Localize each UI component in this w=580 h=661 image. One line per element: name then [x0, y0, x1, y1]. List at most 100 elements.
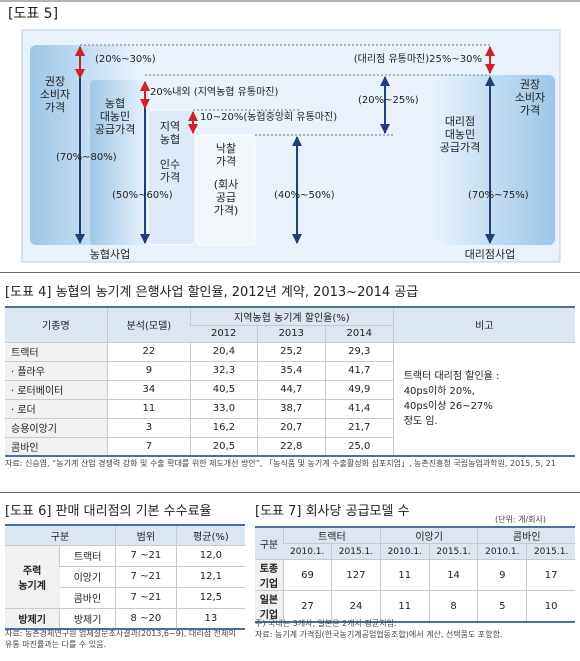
row-label-line: 토종 — [259, 564, 279, 575]
box-label: 권장 — [45, 75, 65, 88]
group-label-line: 농기계 — [18, 580, 46, 592]
box-label: 가격 — [520, 104, 540, 117]
header-cell: 지역농협 농기계 할인율(%) — [190, 307, 394, 326]
cell: 17 — [526, 559, 575, 591]
remark-line: 40ps이하 20%, — [403, 385, 475, 397]
cell: 32,3 — [190, 361, 258, 381]
cell: 11 — [379, 559, 430, 591]
table4-title: [도표 4] 농협의 농기계 은행사업 할인율, 2012년 계약, 2013~… — [5, 285, 419, 300]
box-label: 소비자 — [40, 88, 70, 101]
table7: 구분 트랙터 이앙기 콤바인 2010.1. 2015.1. 2010.1. 2015.1.… — [255, 526, 575, 623]
cell: 방제기 — [59, 608, 116, 630]
cell: 25,0 — [324, 437, 394, 457]
remark-line: 트랙터 대리점 할인율 : — [403, 370, 500, 382]
annotation: (대리점 유통마진)25%~30% — [354, 53, 482, 65]
header-cell: 2013 — [256, 325, 326, 343]
cell: 35,4 — [256, 361, 326, 381]
cell: 7 ~21 — [114, 587, 177, 609]
table4: 기종명 분석(모델) 지역농협 농기계 할인율(%) 비고 2012 2013 20… — [5, 306, 575, 457]
cell: 트랙터 — [59, 545, 116, 567]
box-label: 인수 — [160, 158, 180, 171]
remark: 트랙터 대리점 할인율 : 40ps이하 20%, 40ps이상 26~27% 정도 … — [392, 342, 575, 457]
cell: 20,5 — [190, 437, 258, 457]
cell: 20,4 — [190, 342, 258, 362]
cell: 21,7 — [324, 418, 394, 438]
cell: 41,4 — [324, 399, 394, 419]
cell: 12,1 — [175, 566, 245, 588]
section-label: 대리점사업 — [465, 248, 516, 261]
cell: 127 — [331, 559, 381, 591]
box-label: 소비자 — [515, 91, 545, 104]
table6-title: [도표 6] 판매 대리점의 기본 수수료율 — [5, 504, 212, 519]
remark-line: 정도 임. — [403, 415, 438, 427]
row-label: · 로더 — [5, 399, 108, 419]
cell: 콤바인 — [59, 587, 116, 609]
box-label: 지역 — [160, 120, 180, 133]
table4-source: 자료: 신승엽, “농기계 산업 경쟁력 강화 및 수출 확대를 위한 제도개선… — [5, 459, 556, 468]
box-label: 대리점 — [445, 115, 475, 128]
table-row: 이앙기 7 ~21 12,1 — [5, 566, 245, 588]
figure5-title: [도표 5] — [8, 6, 58, 22]
note-line: 주) 국내는 3개사, 일본은 2개사 평균치임. — [255, 619, 397, 628]
cell: 20,7 — [256, 418, 326, 438]
box-label: 권장 — [520, 78, 540, 91]
cell: 33,0 — [190, 399, 258, 419]
row-label: 승용이앙기 — [5, 418, 108, 438]
annotation: (70%~75%) — [468, 190, 529, 201]
annotation: 20%내외 (지역농협 유통마진) — [150, 85, 278, 98]
group-label: 방제기 — [5, 608, 60, 630]
divider — [0, 492, 580, 493]
header-cell: 이앙기 — [379, 527, 478, 544]
cell: 34 — [106, 380, 191, 400]
table-row: 주력 농기계 트랙터 7 ~21 12,0 — [5, 545, 245, 609]
row-label: 콤바인 — [5, 437, 108, 457]
header-cell: 2015.1. — [526, 543, 575, 560]
box-label: 대농민 — [445, 128, 475, 141]
cell: 25,2 — [256, 342, 326, 362]
header-cell: 기종명 — [5, 307, 108, 343]
header-cell: 평균(%) — [175, 525, 245, 546]
cell: 44,7 — [256, 380, 326, 400]
cell: 69 — [282, 559, 332, 591]
box-label: 낙찰 — [216, 142, 236, 155]
cell: 9 — [106, 361, 191, 381]
table7-notes: 주) 국내는 3개사, 일본은 2개사 평균치임. 자료: 농기계 가격집(한국농… — [255, 618, 575, 640]
table-row: · 로터베이터 34 40,5 44,7 49,9 — [5, 380, 575, 400]
table-row: 승용이앙기 3 16,2 20,7 21,7 — [5, 418, 575, 438]
header-cell: 2010.1. — [379, 543, 430, 560]
header-cell: 2010.1. — [477, 543, 527, 560]
table7-unit: (단위: 개/회사) — [495, 515, 546, 524]
row-label: 트랙터 — [5, 342, 108, 362]
group-label-line: 방제기 — [18, 614, 46, 626]
table-row: · 로더 11 33,0 38,7 41,4 — [5, 399, 575, 419]
cell: 24 — [331, 590, 381, 623]
cell: 3 — [106, 418, 191, 438]
row-label-line: 기업 — [259, 579, 279, 590]
cell: 27 — [282, 590, 332, 623]
box — [196, 134, 256, 246]
annotation: (40%~50%) — [274, 190, 335, 201]
cell: 11 — [106, 399, 191, 419]
table7-title: [도표 7] 회사당 공급모델 수 — [255, 504, 410, 519]
divider — [0, 272, 580, 273]
box-label: (회사 — [214, 178, 239, 191]
note-line: 자료: 농기계 가격집(한국농기계공업협동조합)에서 계산, 선택품도 포함함. — [255, 630, 503, 639]
cell: 이앙기 — [59, 566, 116, 588]
box — [90, 80, 150, 245]
box-label: 공급 — [216, 191, 236, 204]
cell: 22,8 — [256, 437, 326, 457]
box-label: 공급가격 — [95, 123, 135, 136]
cell: 41,7 — [324, 361, 394, 381]
cell: 29,3 — [324, 342, 394, 362]
box-label: 농협 — [105, 97, 125, 110]
header-cell: 2012 — [190, 325, 258, 343]
box-label: 가격 — [160, 171, 180, 184]
table6: 구분 범위 평균(%) 주력 농기계 트랙터 7 ~21 12,0 이앙기 7 ~21 12,… — [5, 524, 245, 630]
box-label: 가격 — [45, 101, 65, 114]
annotation: (20%~25%) — [358, 95, 419, 106]
box-label: 공급가격 — [440, 141, 480, 154]
table-row: 방제기 방제기 8 ~20 13 — [5, 608, 245, 630]
